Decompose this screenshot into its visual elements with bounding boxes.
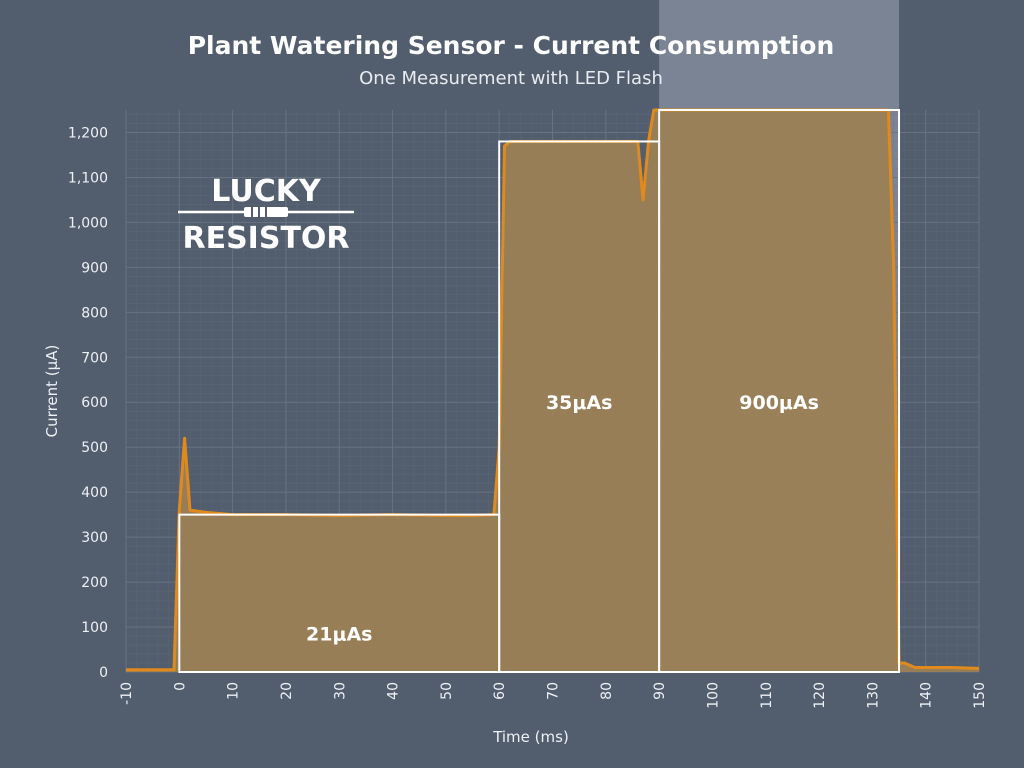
x-tick-label: 50 xyxy=(439,682,455,700)
logo: LUCKY RESISTOR xyxy=(178,174,354,256)
x-tick-label: 60 xyxy=(492,682,508,700)
x-tick-label: -10 xyxy=(119,682,135,705)
y-tick-label: 700 xyxy=(81,350,108,366)
x-tick-label: 150 xyxy=(972,682,988,709)
y-tick-label: 800 xyxy=(81,305,108,321)
region-label-1: 21μAs xyxy=(306,624,372,646)
series-area xyxy=(126,110,979,672)
y-tick-label: 400 xyxy=(81,485,108,501)
x-tick-label: 100 xyxy=(705,682,721,709)
x-tick-label: 70 xyxy=(546,682,562,700)
y-tick-label: 0 xyxy=(99,665,108,681)
logo-line2: RESISTOR xyxy=(182,221,349,256)
x-tick-label: 30 xyxy=(332,682,348,700)
region-box-3 xyxy=(658,109,901,673)
x-tick-label: 10 xyxy=(226,682,242,700)
y-tick-label: 1,200 xyxy=(68,125,108,141)
x-tick-label: 110 xyxy=(759,682,775,709)
y-tick-label: 900 xyxy=(81,260,108,276)
y-tick-labels: 0 100 200 300 400 500 600 700 800 900 1,000 1,100 1,… xyxy=(68,125,108,681)
region-label-2: 35μAs xyxy=(546,392,612,414)
y-tick-label: 200 xyxy=(81,575,108,591)
y-tick-label: 600 xyxy=(81,395,108,411)
y-tick-label: 100 xyxy=(81,620,108,636)
chart-subtitle: One Measurement with LED Flash xyxy=(359,68,663,89)
y-tick-label: 1,100 xyxy=(68,170,108,186)
y-tick-label: 1,000 xyxy=(68,215,108,231)
x-tick-label: 90 xyxy=(652,682,668,700)
x-tick-label: 80 xyxy=(599,682,615,700)
x-tick-label: 40 xyxy=(386,682,402,700)
logo-line1: LUCKY xyxy=(211,174,322,209)
x-tick-labels: -10 0 10 20 30 40 50 60 70 80 90 100 110 120 130 140 150 xyxy=(119,682,988,709)
y-tick-label: 300 xyxy=(81,530,108,546)
x-axis-label: Time (ms) xyxy=(492,728,569,746)
region-boxes: 21μAs 35μAs 900μAs xyxy=(178,109,901,674)
y-axis-label: Current (μA) xyxy=(43,345,61,438)
x-tick-label: 0 xyxy=(172,682,188,691)
x-tick-label: 120 xyxy=(812,682,828,709)
x-tick-label: 20 xyxy=(279,682,295,700)
x-tick-label: 130 xyxy=(865,682,881,709)
region-label-3: 900μAs xyxy=(739,392,819,414)
y-tick-label: 500 xyxy=(81,440,108,456)
x-tick-label: 140 xyxy=(919,682,935,709)
chart-title: Plant Watering Sensor - Current Consumpt… xyxy=(188,31,835,60)
